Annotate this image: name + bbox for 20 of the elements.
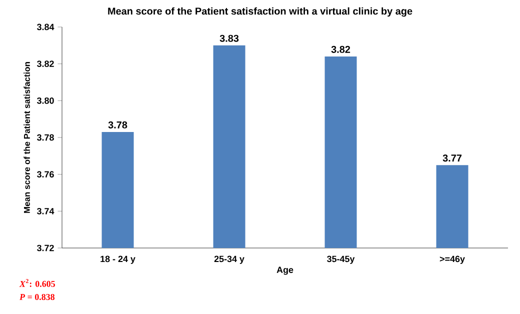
x-tick-label: 35-45y	[326, 256, 355, 264]
x-tick-label: >=46y	[440, 256, 465, 264]
y-tick-label: 3.78	[36, 134, 54, 141]
x-tick-label: 25-34 y	[214, 256, 244, 264]
x-tick-label: 18 - 24 y	[100, 256, 136, 264]
y-tick-label: 3.84	[36, 24, 54, 30]
x-axis-title: Age	[276, 266, 294, 275]
data-label: 3.77	[442, 154, 462, 162]
y-tick-label: 3.74	[36, 208, 54, 214]
data-label: 3.82	[331, 46, 350, 53]
chart-title: Mean score of the Patient satisfaction with a virtual clinic by age	[108, 7, 412, 17]
text: P = 0.838	[20, 294, 55, 300]
y-tick-label: 3.80	[36, 97, 54, 104]
data-label: 3.83	[220, 34, 239, 42]
y-axis-title: Mean score of the Patient satisfaction	[24, 62, 30, 213]
y-tick-label: 3.72	[36, 244, 54, 252]
text: X$^{2}$: 0.605	[19, 279, 55, 287]
data-label: 3.78	[108, 121, 128, 128]
y-tick-label: 3.76	[36, 171, 54, 178]
y-tick-label: 3.82	[36, 60, 54, 68]
